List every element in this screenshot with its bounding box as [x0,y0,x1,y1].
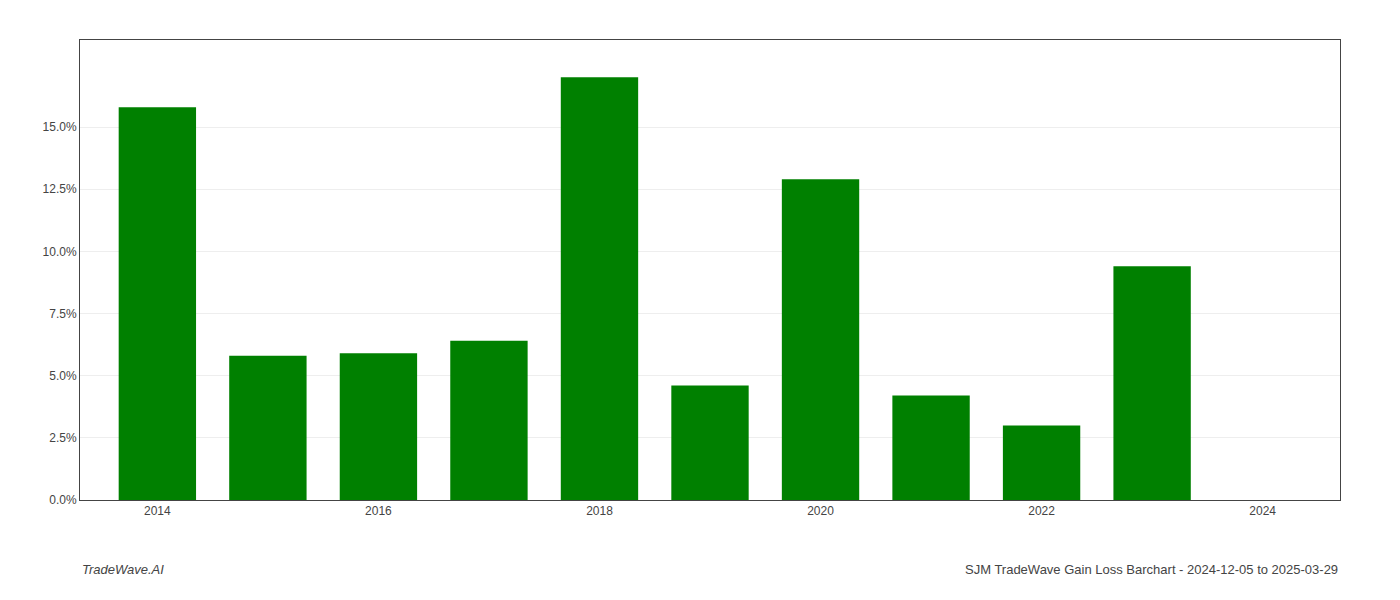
svg-text:2014: 2014 [144,504,171,518]
svg-text:SJM TradeWave Gain Loss Barcha: SJM TradeWave Gain Loss Barchart - 2024-… [965,562,1338,577]
svg-text:15.0%: 15.0% [43,120,77,134]
svg-text:TradeWave.AI: TradeWave.AI [82,562,164,577]
svg-text:2022: 2022 [1028,504,1055,518]
svg-text:2020: 2020 [807,504,834,518]
svg-text:2016: 2016 [365,504,392,518]
svg-text:2024: 2024 [1249,504,1276,518]
svg-text:10.0%: 10.0% [43,245,77,259]
svg-text:7.5%: 7.5% [49,307,77,321]
svg-text:5.0%: 5.0% [49,369,77,383]
svg-text:12.5%: 12.5% [43,182,77,196]
svg-text:2.5%: 2.5% [49,431,77,445]
svg-text:2018: 2018 [586,504,613,518]
svg-text:0.0%: 0.0% [49,493,77,507]
